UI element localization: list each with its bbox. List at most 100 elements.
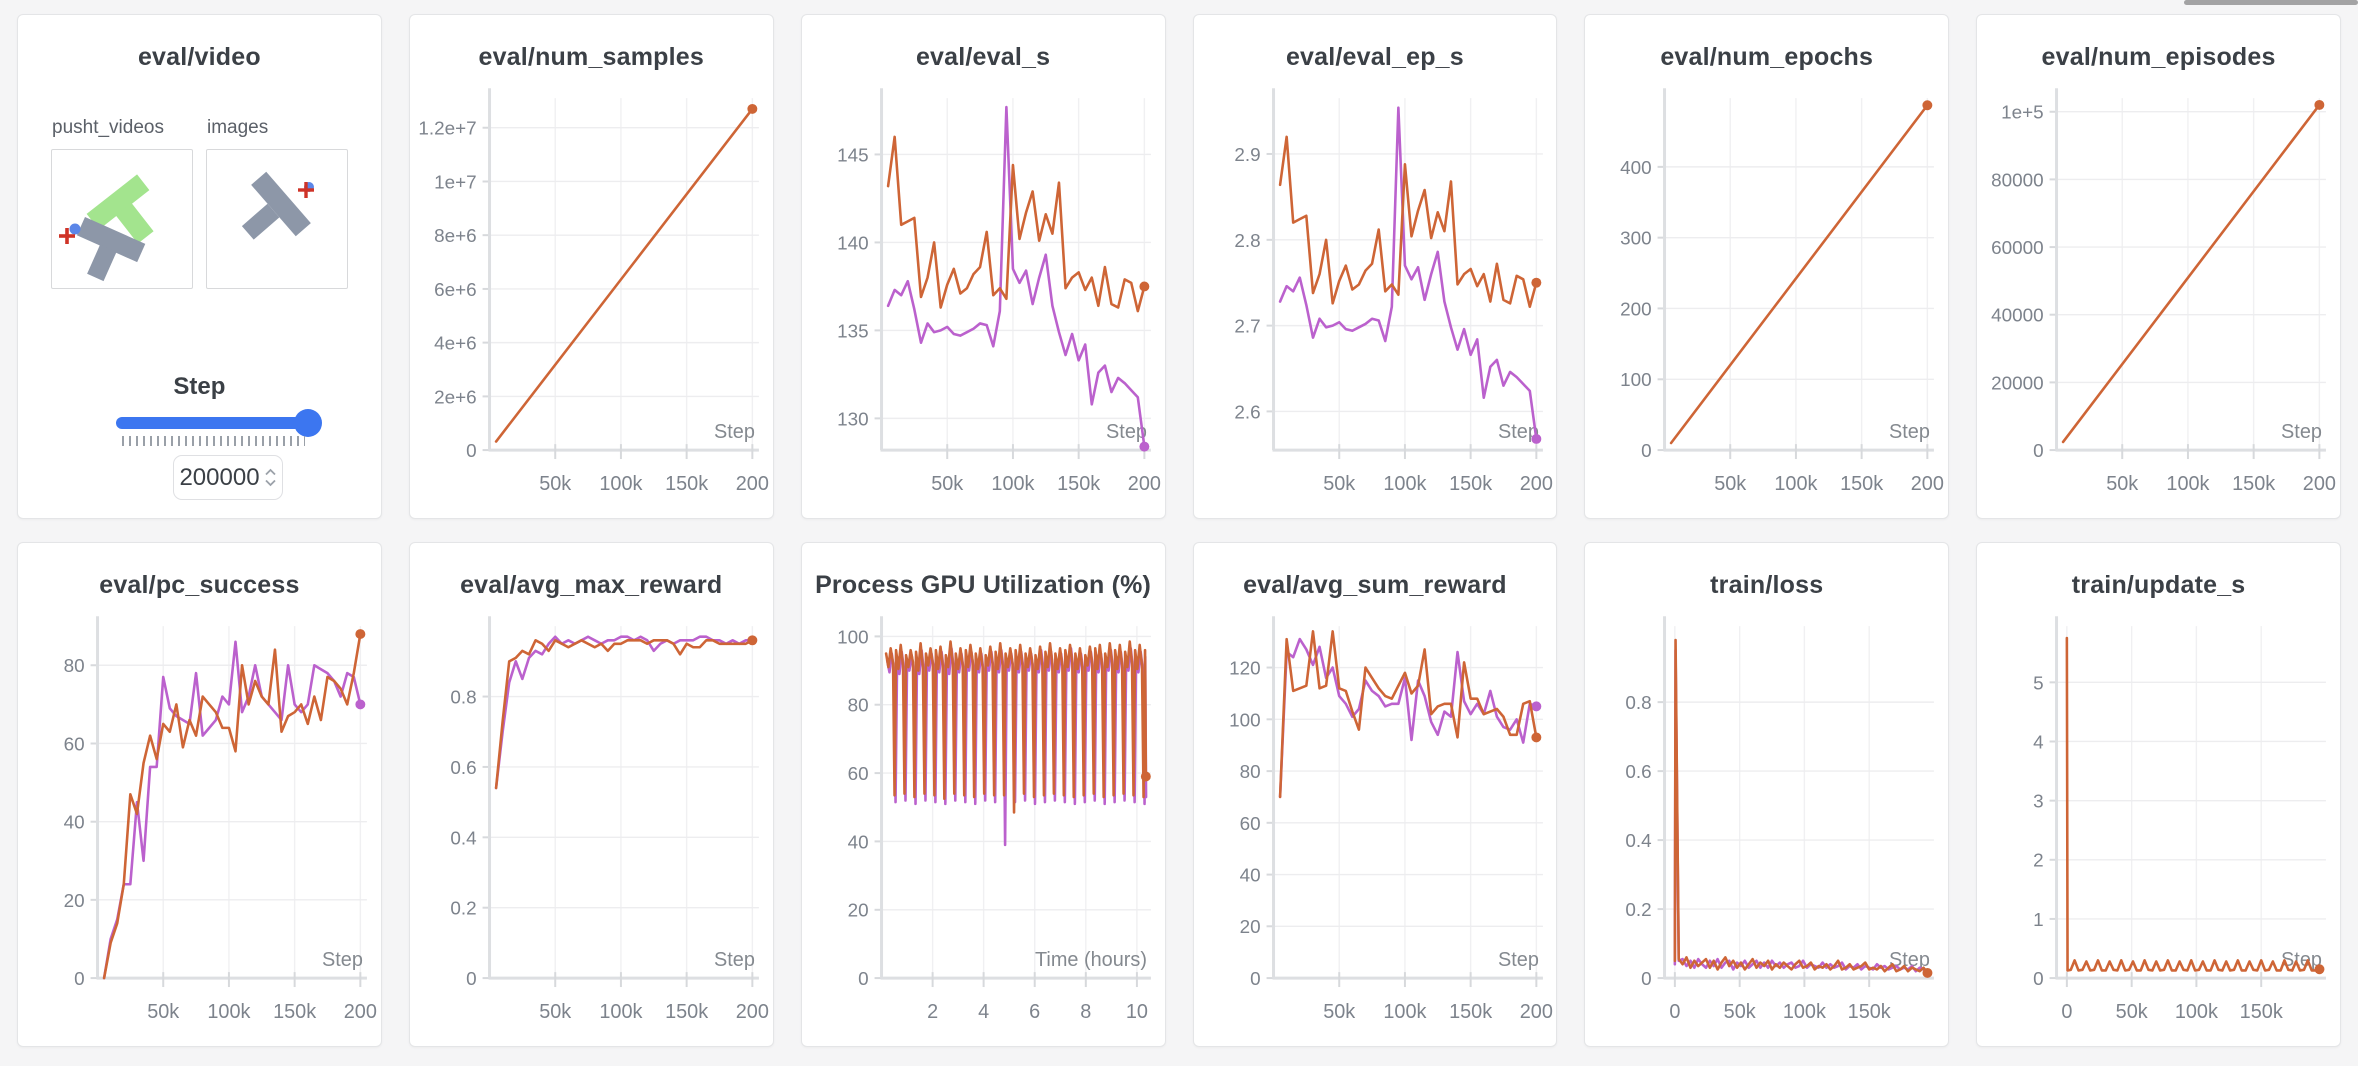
svg-text:0.2: 0.2 bbox=[1626, 900, 1652, 921]
svg-text:100k: 100k bbox=[1383, 473, 1426, 495]
svg-text:60: 60 bbox=[64, 734, 85, 755]
svg-text:0: 0 bbox=[74, 969, 85, 990]
svg-text:400: 400 bbox=[1620, 158, 1652, 179]
svg-text:100: 100 bbox=[837, 627, 869, 648]
chart-canvas[interactable]: 130 135 140 145 50k 100k 150k 200 Step bbox=[802, 74, 1165, 518]
svg-text:100k: 100k bbox=[1783, 1001, 1826, 1023]
step-number-input[interactable]: 200000 bbox=[173, 455, 283, 500]
svg-text:1: 1 bbox=[2033, 910, 2044, 931]
svg-text:0: 0 bbox=[466, 969, 477, 990]
svg-text:4: 4 bbox=[978, 1001, 989, 1023]
chart-canvas[interactable]: 2.6 2.7 2.8 2.9 50k 100k 150k 200 Step bbox=[1194, 74, 1557, 518]
svg-text:100k: 100k bbox=[991, 473, 1034, 495]
svg-text:0: 0 bbox=[466, 441, 477, 462]
svg-text:200: 200 bbox=[344, 1001, 377, 1023]
svg-text:80: 80 bbox=[1239, 762, 1260, 783]
panel-title: train/loss bbox=[1710, 571, 1824, 599]
svg-text:150k: 150k bbox=[665, 1001, 708, 1023]
panel-eval-eval-s: eval/eval_s 130 135 140 145 50k 100k 150k 200 St… bbox=[800, 14, 1166, 519]
svg-text:50k: 50k bbox=[1724, 1001, 1756, 1023]
svg-text:2.8: 2.8 bbox=[1234, 231, 1260, 252]
svg-text:50k: 50k bbox=[1323, 473, 1355, 495]
svg-text:50k: 50k bbox=[539, 1001, 571, 1023]
svg-text:80: 80 bbox=[847, 696, 868, 717]
svg-text:150k: 150k bbox=[2240, 1001, 2283, 1023]
images-thumbnail[interactable] bbox=[206, 149, 348, 289]
svg-text:Step: Step bbox=[2281, 949, 2322, 971]
panel-eval-num-samples: eval/num_samples 0 2e+6 4e+6 6e+6 8e+6 1e+7 1.… bbox=[408, 14, 774, 519]
svg-text:0.8: 0.8 bbox=[450, 688, 476, 709]
panel-eval-pc-success: eval/pc_success 0 20 40 60 80 50k 100k 150k 200 S… bbox=[17, 542, 382, 1047]
svg-text:50k: 50k bbox=[931, 473, 963, 495]
svg-text:0.4: 0.4 bbox=[450, 828, 476, 849]
svg-text:200: 200 bbox=[1519, 473, 1552, 495]
chart-canvas[interactable]: 0 1 2 3 4 5 0 50k 100k 150k Step bbox=[1977, 602, 2340, 1046]
svg-text:300: 300 bbox=[1620, 229, 1652, 250]
svg-text:200: 200 bbox=[1519, 1001, 1552, 1023]
svg-text:80: 80 bbox=[64, 656, 85, 677]
pusht-video-thumbnail[interactable] bbox=[51, 149, 193, 289]
svg-text:2: 2 bbox=[927, 1001, 938, 1023]
svg-text:40: 40 bbox=[847, 832, 868, 853]
svg-text:0: 0 bbox=[1641, 969, 1652, 990]
horizontal-scrollbar[interactable] bbox=[2184, 0, 2358, 5]
svg-text:10: 10 bbox=[1126, 1001, 1148, 1023]
svg-text:100k: 100k bbox=[1383, 1001, 1426, 1023]
step-slider-thumb[interactable] bbox=[294, 409, 322, 437]
svg-text:0: 0 bbox=[2033, 969, 2044, 990]
svg-text:1.2e+7: 1.2e+7 bbox=[418, 119, 476, 140]
svg-text:0: 0 bbox=[1250, 969, 1261, 990]
media-label-images: images bbox=[207, 117, 269, 138]
chevron-down-icon[interactable] bbox=[264, 479, 277, 487]
chart-canvas[interactable]: 0 20000 40000 60000 80000 1e+5 50k 100k 150k 200 S… bbox=[1977, 74, 2340, 518]
svg-text:100: 100 bbox=[1229, 710, 1261, 731]
panel-title: eval/num_episodes bbox=[2041, 43, 2276, 71]
panel-title: eval/pc_success bbox=[99, 571, 300, 599]
svg-text:0.4: 0.4 bbox=[1626, 831, 1652, 852]
svg-text:140: 140 bbox=[837, 233, 869, 254]
panel-title: eval/eval_ep_s bbox=[1285, 43, 1464, 71]
svg-text:200: 200 bbox=[1911, 473, 1944, 495]
panel-eval-num-epochs: eval/num_epochs 0 100 200 300 400 50k 100k 150k… bbox=[1584, 14, 1950, 519]
svg-text:135: 135 bbox=[837, 321, 869, 342]
pusht-image-icon bbox=[241, 171, 314, 240]
chart-canvas[interactable]: 0 0.2 0.4 0.6 0.8 50k 100k 150k 200 Step bbox=[410, 602, 773, 1046]
svg-text:150k: 150k bbox=[665, 473, 708, 495]
svg-text:Step: Step bbox=[2281, 421, 2322, 443]
step-slider[interactable] bbox=[116, 417, 318, 429]
svg-text:0.2: 0.2 bbox=[450, 899, 476, 920]
svg-text:100k: 100k bbox=[2167, 473, 2210, 495]
svg-text:0: 0 bbox=[1670, 1001, 1681, 1023]
svg-text:60000: 60000 bbox=[1991, 238, 2044, 259]
panel-title: eval/num_samples bbox=[478, 43, 705, 71]
chart-canvas[interactable]: 0 20 40 60 80 50k 100k 150k 200 Step bbox=[18, 602, 381, 1046]
svg-text:Step: Step bbox=[322, 949, 363, 971]
svg-text:50k: 50k bbox=[2116, 1001, 2148, 1023]
svg-text:20: 20 bbox=[847, 901, 868, 922]
svg-text:50k: 50k bbox=[1715, 473, 1747, 495]
chart-canvas[interactable]: 0 2e+6 4e+6 6e+6 8e+6 1e+7 1.2e+7 50k 100k 150k 20… bbox=[410, 74, 773, 518]
chart-canvas[interactable]: 0 20 40 60 80 100 2 4 6 8 10 Time (hours) bbox=[802, 602, 1165, 1046]
chevron-up-icon[interactable] bbox=[264, 468, 277, 476]
svg-text:0: 0 bbox=[2033, 441, 2044, 462]
panel-title: eval/video bbox=[137, 43, 261, 71]
svg-text:100k: 100k bbox=[599, 473, 642, 495]
chart-canvas[interactable]: 0 20 40 60 80 100 120 50k 100k 150k 200 Step bbox=[1194, 602, 1557, 1046]
svg-text:100k: 100k bbox=[599, 1001, 642, 1023]
svg-text:200: 200 bbox=[1127, 473, 1160, 495]
chart-canvas[interactable]: 0 100 200 300 400 50k 100k 150k 200 Step bbox=[1585, 74, 1948, 518]
svg-text:1e+5: 1e+5 bbox=[2001, 103, 2044, 124]
panel-title: Process GPU Utilization (%) bbox=[815, 571, 1152, 599]
svg-text:8: 8 bbox=[1080, 1001, 1091, 1023]
svg-text:0.8: 0.8 bbox=[1626, 693, 1652, 714]
panel-train-update-s: train/update_s 0 1 2 3 4 5 0 50k 100k 150k Step bbox=[1976, 542, 2341, 1047]
svg-text:20: 20 bbox=[1239, 917, 1260, 938]
svg-text:80000: 80000 bbox=[1991, 170, 2044, 191]
svg-text:150k: 150k bbox=[1848, 1001, 1891, 1023]
number-stepper[interactable] bbox=[264, 468, 277, 487]
svg-text:150k: 150k bbox=[1449, 1001, 1492, 1023]
svg-text:3: 3 bbox=[2033, 792, 2044, 813]
chart-canvas[interactable]: 0 0.2 0.4 0.6 0.8 0 50k 100k 150k Step bbox=[1585, 602, 1948, 1046]
panel-eval-avg-max-reward: eval/avg_max_reward 0 0.2 0.4 0.6 0.8 50k 100k… bbox=[408, 542, 774, 1047]
panel-title: eval/eval_s bbox=[915, 43, 1051, 71]
